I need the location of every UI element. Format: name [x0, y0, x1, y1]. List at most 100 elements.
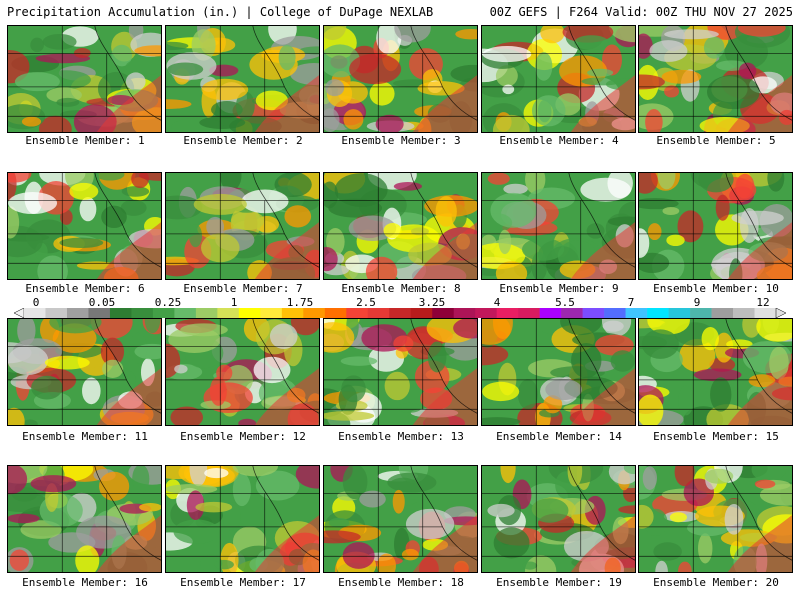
colorbar-swatch [45, 308, 68, 318]
colorbar-swatch [711, 308, 734, 318]
colorbar-swatch [217, 308, 240, 318]
colorbar-tick-label: 4 [493, 296, 501, 309]
precip-field [482, 173, 635, 279]
ensemble-member-map [481, 465, 636, 573]
ensemble-member-map [323, 318, 478, 426]
ensemble-member-map [165, 465, 320, 573]
colorbar-swatch [195, 308, 218, 318]
colorbar-tick-label: 7 [627, 296, 635, 309]
precip-field [482, 466, 635, 572]
colorbar-tick-label: 1.75 [286, 296, 314, 309]
colorbar-swatch [647, 308, 669, 318]
colorbar-swatch [367, 308, 390, 318]
colorbar-swatch [88, 308, 111, 318]
ensemble-member-label: Ensemble Member: 19 [496, 576, 622, 589]
precip-field [8, 173, 161, 279]
colorbar-tick-label: 1 [230, 296, 238, 309]
precip-field [8, 466, 161, 572]
ensemble-member-map [323, 25, 478, 133]
ensemble-member-label: Ensemble Member: 10 [653, 282, 779, 295]
precip-field [324, 466, 477, 572]
colorbar-swatch [475, 308, 497, 318]
colorbar-tick-label: 12 [756, 296, 770, 309]
colorbar-swatch [625, 308, 648, 318]
colorbar-swatch [131, 308, 154, 318]
colorbar-swatch [690, 308, 712, 318]
colorbar-tick-label: 0 [32, 296, 40, 309]
ensemble-member-map [638, 172, 793, 280]
ensemble-member-label: Ensemble Member: 12 [180, 430, 306, 443]
colorbar-swatch [174, 308, 197, 318]
precip-field [166, 319, 319, 425]
precip-field [324, 173, 477, 279]
colorbar-swatch [754, 308, 777, 318]
colorbar-swatch [453, 308, 476, 318]
colorbar-tick-label: 9 [693, 296, 701, 309]
precip-field [639, 173, 792, 279]
map-title: Precipitation Accumulation (in.) | Colle… [7, 5, 434, 19]
ensemble-member-label: Ensemble Member: 11 [22, 430, 148, 443]
ensemble-member-map [165, 318, 320, 426]
ensemble-member-map [638, 25, 793, 133]
ensemble-member-label: Ensemble Member: 4 [499, 134, 619, 147]
colorbar-tick-label: 5.5 [555, 296, 575, 309]
colorbar-swatch [66, 308, 89, 318]
colorbar-tick-label: 2.5 [356, 296, 376, 309]
run-valid-time: 00Z GEFS | F264 Valid: 00Z THU NOV 27 20… [489, 5, 793, 19]
ensemble-member-label: Ensemble Member: 17 [180, 576, 306, 589]
colorbar-min-arrow [14, 308, 25, 318]
colorbar-swatch [152, 308, 175, 318]
colorbar-swatch [346, 308, 369, 318]
precip-field [482, 319, 635, 425]
precip-field [8, 26, 161, 132]
precip-field [639, 466, 792, 572]
colorbar-swatch [389, 308, 412, 318]
ensemble-member-map [323, 465, 478, 573]
precip-field [166, 466, 319, 572]
precip-field [639, 26, 792, 132]
ensemble-member-label: Ensemble Member: 7 [183, 282, 303, 295]
ensemble-member-map [481, 25, 636, 133]
colorbar-swatch [561, 308, 583, 318]
colorbar-swatch [604, 308, 626, 318]
colorbar-swatch [238, 308, 261, 318]
colorbar-swatch [432, 308, 455, 318]
ensemble-member-label: Ensemble Member: 14 [496, 430, 622, 443]
colorbar-swatch [496, 308, 519, 318]
ensemble-member-map [638, 318, 793, 426]
precip-field [324, 26, 477, 132]
colorbar-swatch [260, 308, 283, 318]
colorbar-swatch [410, 308, 433, 318]
colorbar-swatch [324, 308, 347, 318]
ensemble-member-label: Ensemble Member: 3 [341, 134, 461, 147]
ensemble-member-map [638, 465, 793, 573]
colorbar-swatch [539, 308, 562, 318]
ensemble-member-label: Ensemble Member: 16 [22, 576, 148, 589]
colorbar-swatch [733, 308, 755, 318]
ensemble-member-map [165, 172, 320, 280]
ensemble-member-label: Ensemble Member: 20 [653, 576, 779, 589]
ensemble-member-label: Ensemble Member: 15 [653, 430, 779, 443]
ensemble-member-label: Ensemble Member: 18 [338, 576, 464, 589]
colorbar-swatch [668, 308, 691, 318]
ensemble-member-label: Ensemble Member: 8 [341, 282, 461, 295]
precip-field [166, 26, 319, 132]
ensemble-member-map [7, 172, 162, 280]
ensemble-member-label: Ensemble Member: 9 [499, 282, 619, 295]
precip-field [324, 319, 477, 425]
ensemble-member-map [481, 172, 636, 280]
colorbar-swatch [109, 308, 132, 318]
precip-field [639, 319, 792, 425]
ensemble-member-label: Ensemble Member: 13 [338, 430, 464, 443]
ensemble-member-map [481, 318, 636, 426]
precip-field [166, 173, 319, 279]
colorbar-tick-label: 0.05 [88, 296, 116, 309]
colorbar-swatch [281, 308, 304, 318]
colorbar-swatch [518, 308, 540, 318]
precip-field [482, 26, 635, 132]
colorbar [14, 308, 786, 318]
ensemble-member-label: Ensemble Member: 6 [25, 282, 145, 295]
ensemble-member-map [7, 318, 162, 426]
ensemble-member-label: Ensemble Member: 1 [25, 134, 145, 147]
ensemble-member-map [7, 465, 162, 573]
